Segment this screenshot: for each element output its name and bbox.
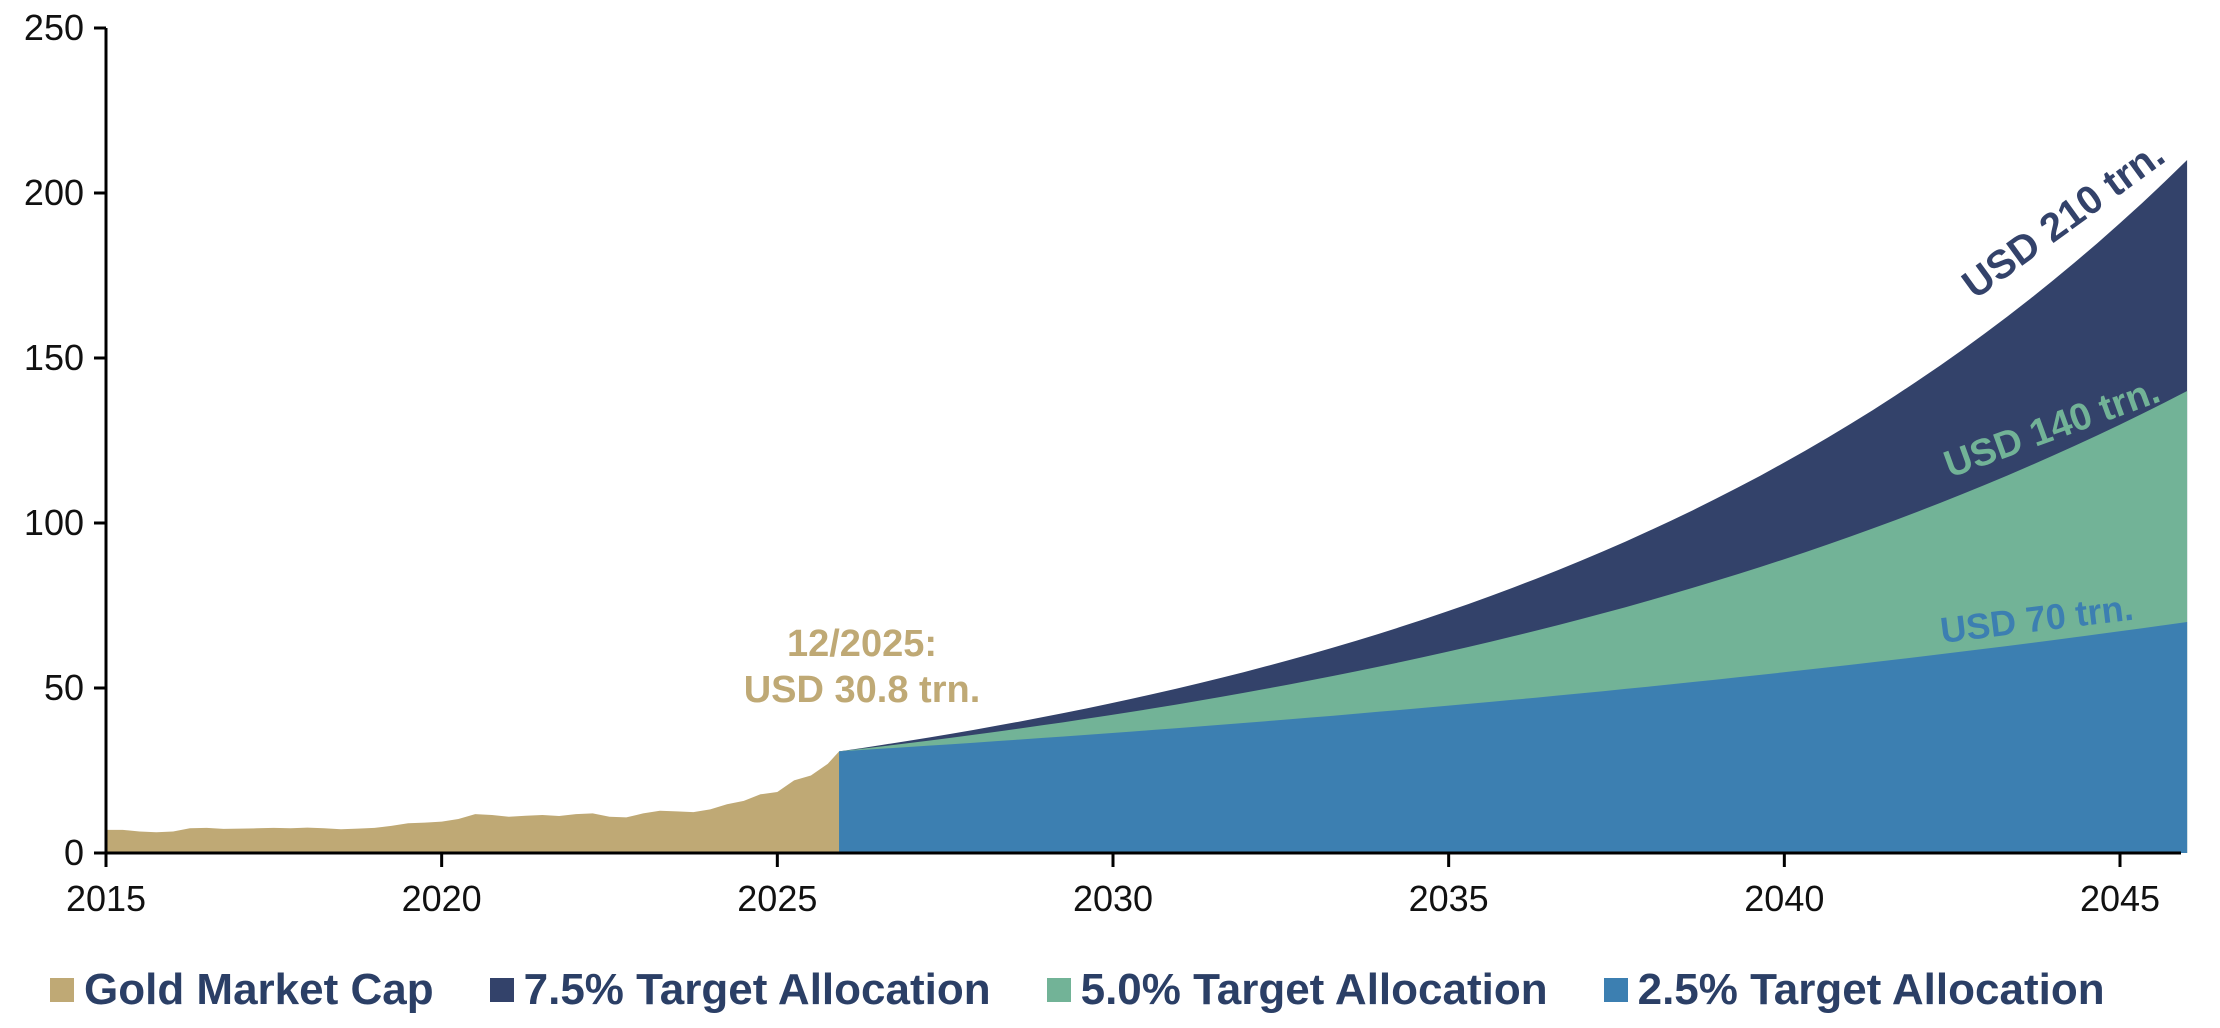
legend-label-5-0-target: 5.0% Target Allocation <box>1080 965 1548 1014</box>
legend-swatch-navy <box>489 978 514 1002</box>
y-tick-label-200: 200 <box>24 172 84 213</box>
y-axis-ticks: 0 50 100 150 200 250 <box>24 7 106 873</box>
y-tick-label-0: 0 <box>64 832 84 873</box>
y-tick-label-100: 100 <box>24 502 84 543</box>
annotation-current-line1: 12/2025: <box>787 623 937 665</box>
chart-areas <box>106 160 2188 853</box>
legend-item-gold-market-cap: Gold Market Cap <box>50 965 434 1015</box>
annotation-current-line2: USD 30.8 trn. <box>744 669 981 711</box>
legend-label-gold-market-cap: Gold Market Cap <box>84 965 434 1014</box>
x-tick-label-2040: 2040 <box>1744 878 1824 919</box>
legend-item-5-0-target: 5.0% Target Allocation <box>1046 965 1548 1015</box>
x-tick-label-2045: 2045 <box>2080 878 2160 919</box>
y-tick-label-250: 250 <box>24 7 84 48</box>
legend-item-2-5-target: 2.5% Target Allocation <box>1603 965 2105 1015</box>
y-tick-label-50: 50 <box>44 667 84 708</box>
x-axis-ticks: 2015 2020 2025 2030 2035 2040 2045 <box>66 853 2160 919</box>
legend-swatch-gold <box>50 978 74 1002</box>
x-tick-label-2025: 2025 <box>737 878 817 919</box>
legend-swatch-green <box>1046 978 1071 1002</box>
area-gold-market-cap <box>106 751 840 853</box>
x-tick-label-2035: 2035 <box>1409 878 1489 919</box>
y-tick-label-150: 150 <box>24 337 84 378</box>
legend-label-7-5-target: 7.5% Target Allocation <box>523 965 991 1014</box>
x-tick-label-2015: 2015 <box>66 878 146 919</box>
chart-axes <box>104 28 2181 855</box>
area-2-5-target-allocation <box>839 622 2188 853</box>
legend-item-7-5-target: 7.5% Target Allocation <box>489 965 991 1015</box>
x-tick-label-2030: 2030 <box>1073 878 1153 919</box>
legend-label-2-5-target: 2.5% Target Allocation <box>1637 965 2105 1014</box>
legend: Gold Market Cap 7.5% Target Allocation 5… <box>50 960 2210 1020</box>
chart: 0 50 100 150 200 250 2015 2020 2025 2030 2035 2040… <box>24 7 2188 919</box>
legend-swatch-blue <box>1603 978 1628 1002</box>
x-tick-label-2020: 2020 <box>402 878 482 919</box>
